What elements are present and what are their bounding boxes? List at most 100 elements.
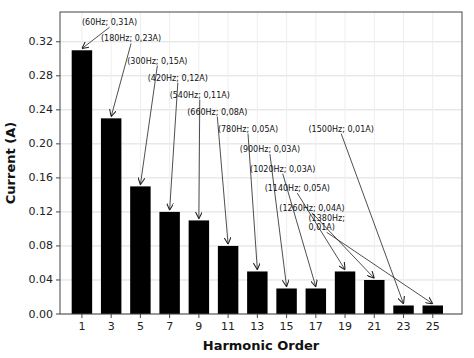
annotation-arrow — [198, 100, 200, 219]
bar — [423, 305, 443, 314]
annotation-arrow — [270, 154, 287, 287]
y-tick — [56, 109, 60, 110]
bar — [159, 212, 179, 314]
annotation-arrow — [111, 43, 131, 116]
x-tick — [140, 314, 141, 318]
bar — [393, 305, 413, 314]
x-tick-label: 13 — [250, 320, 264, 333]
y-tick-label: 0.32 — [29, 35, 54, 48]
y-tick-label: 0.20 — [29, 137, 54, 150]
annotation-line: (900Hz; 0,03A) — [240, 145, 300, 154]
annotation-text: (660Hz; 0,08A) — [187, 108, 247, 117]
annotation-line: (300Hz; 0,15A) — [127, 57, 187, 66]
y-tick — [56, 177, 60, 178]
annotation-text: (1380Hz;0,01A) — [309, 214, 345, 233]
annotation-text: (1140Hz; 0,05A) — [265, 184, 330, 193]
grid — [60, 12, 462, 314]
x-tick-label: 5 — [137, 320, 144, 333]
annotation-line: (180Hz; 0,23A) — [101, 34, 161, 43]
bar — [189, 220, 209, 314]
x-tick-label: 9 — [195, 320, 202, 333]
y-tick — [56, 75, 60, 76]
bar — [247, 271, 267, 314]
y-axis-label: Current (A) — [3, 122, 18, 204]
x-tick — [403, 314, 404, 318]
annotation-line: (420Hz; 0,12A) — [148, 74, 208, 83]
y-tick — [56, 245, 60, 246]
bar — [72, 50, 92, 314]
x-tick — [169, 314, 170, 318]
bar — [335, 271, 355, 314]
annotation-arrow — [140, 66, 157, 185]
x-tick-label: 19 — [338, 320, 352, 333]
x-grid-line — [432, 12, 433, 314]
bar — [130, 186, 150, 314]
bars — [72, 50, 443, 314]
x-tick — [286, 314, 287, 318]
x-axis-label: Harmonic Order — [203, 338, 320, 353]
annotation-arrow — [327, 232, 433, 303]
y-tick-label: 0.12 — [29, 205, 54, 218]
x-tick-label: 17 — [309, 320, 323, 333]
x-grid-line — [315, 12, 316, 314]
x-tick-label: 7 — [166, 320, 173, 333]
y-tick — [56, 314, 60, 315]
x-tick-label: 1 — [78, 320, 85, 333]
x-tick — [198, 314, 199, 318]
x-grid-line — [403, 12, 404, 314]
annotation-line: (1020Hz; 0,03A) — [250, 165, 315, 174]
annotation-line: (1260Hz; 0,04A) — [279, 204, 344, 213]
x-tick — [432, 314, 433, 318]
y-tick — [56, 211, 60, 212]
x-tick-label: 25 — [426, 320, 440, 333]
x-grid-line — [286, 12, 287, 314]
x-grid-line — [374, 12, 375, 314]
x-tick — [345, 314, 346, 318]
x-tick — [315, 314, 316, 318]
axes: 0.000.040.080.120.160.200.240.280.321357… — [29, 35, 440, 333]
annotation-line: (60Hz; 0,31A) — [82, 18, 137, 27]
annotation-text: (540Hz; 0,11A) — [170, 91, 230, 100]
y-tick — [56, 143, 60, 144]
x-tick-label: 11 — [221, 320, 235, 333]
x-tick-label: 21 — [367, 320, 381, 333]
y-tick-label: 0.08 — [29, 239, 54, 252]
y-grid-line — [60, 109, 462, 110]
annotation-arrow — [217, 117, 228, 245]
annotation-text: (900Hz; 0,03A) — [240, 145, 300, 154]
bar — [306, 288, 326, 314]
x-tick — [81, 314, 82, 318]
annotation-text: (1500Hz; 0,01A) — [309, 125, 374, 134]
bar — [276, 288, 296, 314]
annotation-text: (420Hz; 0,12A) — [148, 74, 208, 83]
y-tick-label: 0.16 — [29, 171, 54, 184]
bar — [218, 246, 238, 314]
y-tick-label: 0.28 — [29, 69, 54, 82]
x-tick — [257, 314, 258, 318]
x-tick — [228, 314, 229, 318]
annotation-line: (1380Hz; — [309, 214, 345, 223]
annotation-line: (660Hz; 0,08A) — [187, 108, 247, 117]
annotation-text: (1260Hz; 0,04A) — [279, 204, 344, 213]
annotation-text: (300Hz; 0,15A) — [127, 57, 187, 66]
annotation-line: (780Hz; 0,05A) — [218, 125, 278, 134]
x-tick-label: 23 — [397, 320, 411, 333]
y-tick — [56, 41, 60, 42]
x-tick — [374, 314, 375, 318]
annotation-text: (60Hz; 0,31A) — [82, 18, 137, 27]
y-tick — [56, 279, 60, 280]
plot-frame — [60, 12, 462, 314]
y-tick-label: 0.00 — [29, 308, 54, 321]
annotation-text: (180Hz; 0,23A) — [101, 34, 161, 43]
annotation-line: (540Hz; 0,11A) — [170, 91, 230, 100]
chart: 0.000.040.080.120.160.200.240.280.321357… — [0, 0, 474, 358]
x-tick — [111, 314, 112, 318]
annotation-arrow — [170, 83, 178, 211]
y-tick-label: 0.24 — [29, 103, 54, 116]
bar — [364, 280, 384, 314]
x-tick-label: 15 — [280, 320, 294, 333]
annotation-text: (780Hz; 0,05A) — [218, 125, 278, 134]
annotation-text: (1020Hz; 0,03A) — [250, 165, 315, 174]
annotation-line: (1500Hz; 0,01A) — [309, 125, 374, 134]
y-grid-line — [60, 75, 462, 76]
